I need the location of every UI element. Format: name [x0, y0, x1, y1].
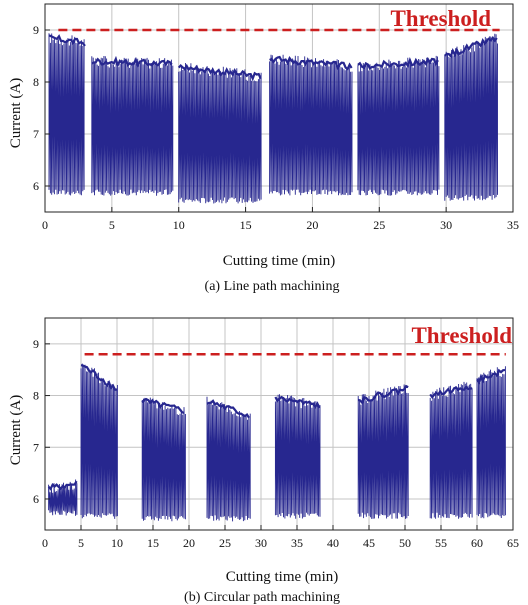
signal-segment: [91, 55, 174, 196]
x-tick-label: 20: [306, 218, 318, 232]
y-tick-label: 7: [33, 127, 39, 141]
chart-b-caption: (b) Circular path machining: [184, 590, 340, 605]
x-tick-label: 35: [291, 536, 303, 550]
signal-envelope: [80, 364, 118, 391]
signal-segment: [141, 397, 186, 522]
chart-a-line-path: Threshold 0 5 10 15 20 25 30 35 6 7 8 9 Cutting ti…: [8, 3, 519, 294]
y-tick-label: 8: [33, 75, 39, 89]
chart-a-threshold-label: Threshold: [390, 6, 491, 31]
chart-b-circular-path: Threshold 0 5 10 15 20 25 30 35 40 45 50 55 60 65 6 7 8…: [8, 317, 519, 605]
x-tick-label: 25: [219, 536, 231, 550]
x-tick-label: 45: [363, 536, 375, 550]
signal-segment: [80, 363, 118, 519]
signal-segment: [476, 366, 506, 519]
signal-envelope: [206, 399, 250, 419]
y-tick-label: 9: [33, 337, 39, 351]
x-tick-label: 5: [109, 218, 115, 232]
x-tick-label: 5: [78, 536, 84, 550]
chart-a-y-ticks: 6 7 8 9: [33, 23, 50, 193]
signal-envelope: [47, 480, 78, 491]
chart-b-y-ticks: 6 7 8 9: [33, 337, 50, 506]
x-tick-label: 30: [440, 218, 452, 232]
signal-segment: [206, 396, 251, 522]
x-tick-label: 15: [240, 218, 252, 232]
x-tick-label: 0: [42, 218, 48, 232]
x-tick-label: 10: [173, 218, 185, 232]
x-tick-label: 15: [147, 536, 159, 550]
signal-segment: [269, 54, 353, 196]
signal-segment: [48, 479, 78, 516]
x-tick-label: 20: [183, 536, 195, 550]
signal-envelope: [476, 368, 506, 385]
signal-envelope: [48, 34, 86, 47]
signal-segment: [178, 62, 262, 204]
signal-segment: [48, 33, 85, 196]
signal-envelope: [141, 397, 185, 414]
signal-envelope: [91, 56, 173, 69]
x-tick-label: 30: [255, 536, 267, 550]
signal-segment: [274, 394, 321, 519]
chart-a-x-ticks: 0 5 10 15 20 25 30 35: [42, 207, 519, 232]
chart-b-x-ticks: 0 5 10 15 20 25 30 35 40 45 50 55 60 65: [42, 525, 519, 550]
chart-b-y-axis-label: Current (A): [8, 395, 24, 465]
x-tick-label: 35: [507, 218, 519, 232]
x-tick-label: 60: [471, 536, 483, 550]
y-tick-label: 6: [33, 179, 39, 193]
x-tick-label: 10: [111, 536, 123, 550]
chart-b-x-axis-label: Cutting time (min): [226, 569, 339, 585]
signal-envelope: [269, 55, 353, 71]
x-tick-label: 55: [435, 536, 447, 550]
signal-segment: [357, 384, 409, 519]
chart-b-threshold-label: Threshold: [411, 323, 512, 348]
signal-segment: [444, 33, 498, 201]
chart-a-caption: (a) Line path machining: [205, 279, 340, 294]
y-tick-label: 7: [33, 440, 39, 454]
signal-segment: [429, 381, 473, 519]
signal-envelope: [177, 63, 262, 82]
y-tick-label: 9: [33, 23, 39, 37]
signal-segment: [357, 55, 440, 196]
x-tick-label: 0: [42, 536, 48, 550]
signal-envelope: [429, 385, 473, 399]
chart-a-plot-frame: [44, 3, 514, 213]
chart-b-plot-frame: [44, 317, 514, 531]
chart-a-x-axis-label: Cutting time (min): [223, 253, 336, 269]
x-tick-label: 50: [399, 536, 411, 550]
x-tick-label: 40: [327, 536, 339, 550]
chart-a-current-signal: [48, 33, 498, 204]
signal-envelope: [357, 384, 409, 405]
y-tick-label: 8: [33, 389, 39, 403]
y-tick-label: 6: [33, 492, 39, 506]
chart-a-y-axis-label: Current (A): [8, 78, 24, 148]
x-tick-label: 25: [373, 218, 385, 232]
signal-envelope: [444, 35, 498, 59]
signal-envelope: [274, 395, 321, 409]
signal-envelope: [357, 56, 439, 71]
chart-b-current-signal: [47, 363, 506, 522]
x-tick-label: 65: [507, 536, 519, 550]
